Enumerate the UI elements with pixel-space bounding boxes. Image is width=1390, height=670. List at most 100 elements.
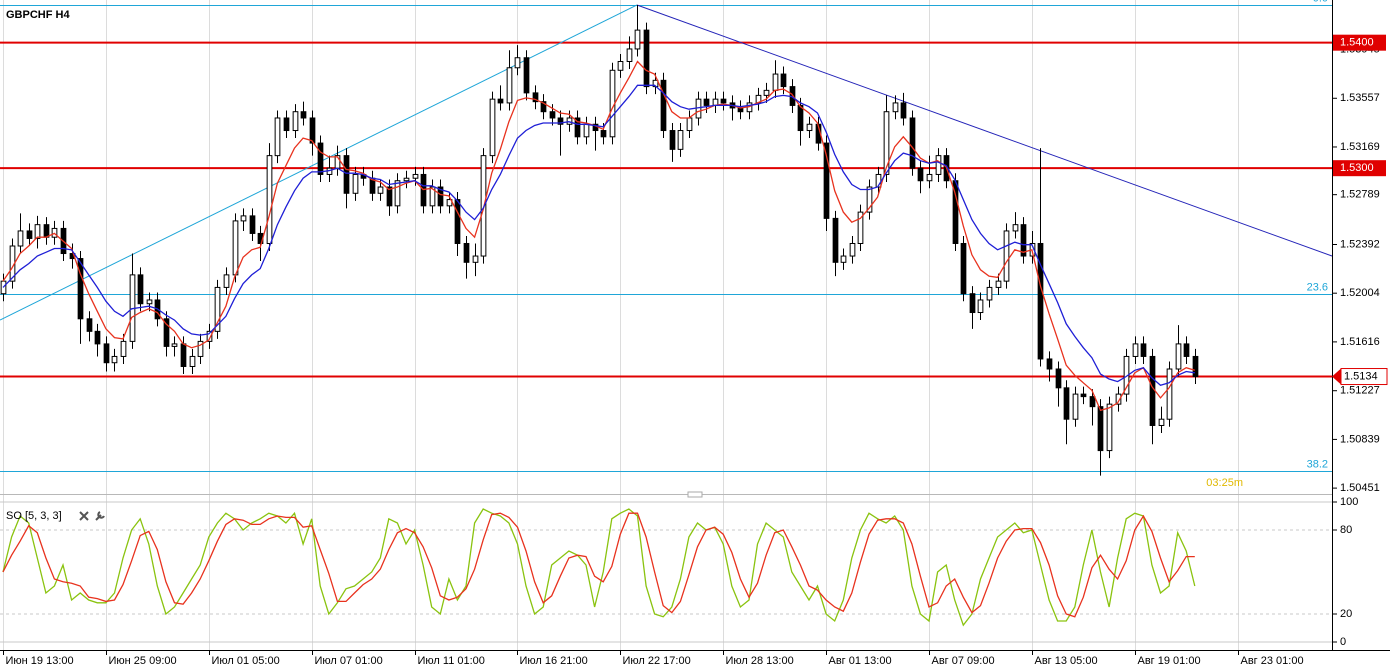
candle-body — [463, 242, 470, 263]
candle-body — [232, 220, 239, 276]
candle-body — [849, 242, 856, 257]
candle-body — [840, 255, 847, 263]
candle-body — [283, 117, 290, 132]
candle-body — [472, 255, 479, 263]
panel-handle[interactable] — [687, 491, 703, 498]
candle-body — [266, 155, 273, 244]
x-tick-label: Июл 07 01:00 — [315, 655, 383, 667]
candle-body — [532, 92, 539, 103]
candle-body — [643, 29, 650, 88]
candle-body — [832, 217, 839, 263]
y-tick-label: 1.53557 — [1340, 92, 1380, 104]
candle-body — [249, 215, 256, 234]
candle-body — [394, 180, 401, 207]
candle-body — [437, 186, 444, 207]
candle-body — [677, 130, 684, 150]
candle-body — [557, 117, 564, 125]
candle-body — [780, 73, 787, 88]
candle-body — [1037, 242, 1044, 360]
candle-body — [197, 340, 204, 357]
candle-body — [977, 299, 984, 314]
candle-body — [583, 123, 590, 138]
close-icon[interactable] — [79, 511, 89, 521]
candle-body — [900, 102, 907, 119]
candle-body — [883, 111, 890, 175]
x-tick-label: Июл 01 05:00 — [212, 655, 280, 667]
candle-body — [772, 73, 779, 91]
candle-body — [1003, 230, 1010, 282]
candle-body — [960, 242, 967, 295]
current-price-arrow — [1332, 368, 1341, 385]
candle-body — [189, 355, 196, 367]
candle-body — [797, 104, 804, 132]
candle-body — [103, 343, 110, 364]
settings-icon[interactable] — [95, 511, 105, 521]
candle-body — [420, 173, 427, 207]
x-tick-label: Июл 16 21:00 — [520, 655, 588, 667]
moving-average-line — [2, 84, 1195, 387]
level-label-box — [1333, 160, 1386, 177]
candle-body — [343, 155, 350, 194]
candle-body — [292, 111, 299, 132]
price-lines: 0.0 23.6 38.2 — [0, 0, 1332, 472]
candle-body — [163, 318, 170, 347]
level-label: 1.5400 — [1340, 37, 1374, 49]
candle-body — [377, 186, 384, 194]
candle-body — [892, 102, 899, 113]
candle-body — [1012, 224, 1019, 232]
candle-body — [660, 79, 667, 132]
candle-body — [1020, 224, 1027, 257]
candle-body — [17, 230, 24, 247]
y-tick-label: 1.51227 — [1340, 385, 1380, 397]
candle-body — [137, 274, 144, 305]
candle-body — [574, 117, 581, 138]
x-tick-label: Авг 07 09:00 — [932, 655, 995, 667]
candle-body — [454, 199, 461, 244]
trend-line — [636, 4, 1333, 257]
candle-body — [240, 215, 247, 222]
fib-label: 23.6 — [1307, 281, 1328, 293]
fib-label: 38.2 — [1307, 458, 1328, 470]
candle-body — [206, 330, 213, 342]
candle-body — [617, 61, 624, 71]
candle-body — [429, 186, 436, 207]
candle-body — [1072, 393, 1079, 420]
x-tick-label: Авг 01 13:00 — [829, 655, 892, 667]
candle-body — [489, 98, 496, 157]
y-tick-label: 1.52392 — [1340, 238, 1380, 250]
candle-body — [866, 186, 873, 213]
y-tick-label: 1.51616 — [1340, 336, 1380, 348]
candle-body — [1055, 368, 1062, 389]
oscillator-tick-label: 20 — [1340, 608, 1352, 620]
candle-body — [720, 98, 727, 104]
candle-body — [223, 274, 230, 288]
candle-body — [26, 230, 33, 239]
candle-body — [386, 186, 393, 207]
y-tick-label: 1.50451 — [1340, 482, 1380, 494]
candle-body — [1132, 343, 1139, 357]
x-tick-label: Авг 23 01:00 — [1241, 655, 1304, 667]
moving-average-line — [2, 60, 1195, 412]
candle-body — [1149, 355, 1156, 426]
bar-countdown: 03:25m — [1206, 477, 1243, 489]
candle-body — [1140, 343, 1147, 357]
candle-body — [180, 343, 187, 367]
candle-body — [352, 173, 359, 194]
candle-body — [1046, 358, 1053, 370]
y-tick-label: 1.50839 — [1340, 433, 1380, 445]
candle-body — [1158, 418, 1165, 426]
candle-body — [566, 117, 573, 125]
candle-body — [1115, 393, 1122, 405]
candle-body — [540, 101, 547, 113]
current-price-label: 1.5134 — [1344, 370, 1378, 382]
candle-body — [909, 117, 916, 169]
candle-body — [935, 155, 942, 175]
y-tick-label: 1.52789 — [1340, 189, 1380, 201]
candle-body — [626, 48, 633, 62]
level-label: 1.5300 — [1340, 162, 1374, 174]
candle-body — [111, 355, 118, 364]
candle-body — [34, 224, 41, 239]
candle-body — [403, 177, 410, 182]
